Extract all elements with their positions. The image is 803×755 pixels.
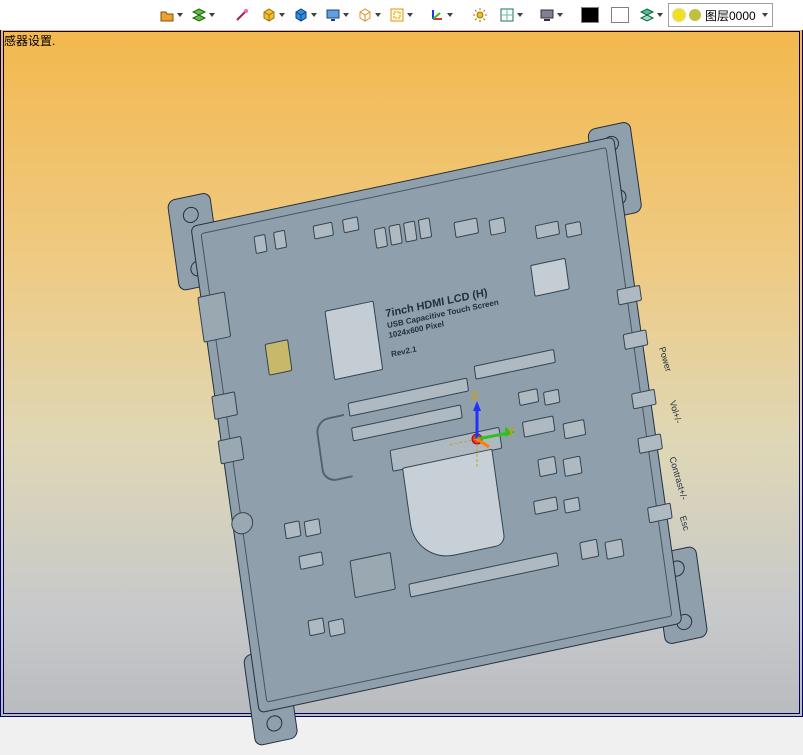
sun-icon (472, 7, 488, 23)
tact-switch (631, 389, 657, 410)
chevron-down-icon (177, 12, 183, 18)
axis-gizmo-svg (437, 399, 517, 479)
axis-gizmo[interactable]: Y Z (437, 399, 517, 479)
smd (388, 223, 403, 245)
screen-button[interactable] (322, 3, 352, 27)
smd (533, 496, 558, 515)
display-button[interactable] (536, 3, 566, 27)
smd (298, 551, 323, 570)
layers-icon (191, 7, 207, 23)
smd (537, 456, 557, 478)
smd (604, 538, 624, 560)
box-yellow-icon (261, 7, 277, 23)
smd (313, 222, 335, 240)
layer-picker[interactable]: 图层0000 (668, 3, 773, 27)
pin-header (474, 349, 556, 380)
smd (543, 389, 561, 406)
display-icon (539, 7, 555, 23)
header (265, 339, 293, 376)
smd (304, 518, 322, 537)
material-icon (639, 7, 655, 23)
smd (307, 617, 325, 636)
chevron-down-icon (447, 12, 453, 18)
select-box-button[interactable] (386, 3, 416, 27)
main-ic (324, 301, 383, 381)
grid-icon (499, 7, 515, 23)
material-button[interactable] (636, 3, 666, 27)
usb-connector-2 (218, 436, 245, 465)
swatch-black (581, 7, 599, 23)
tact-switch (616, 285, 642, 306)
smd (374, 227, 389, 249)
smd (328, 618, 346, 637)
smd (253, 234, 267, 254)
bottom-connector (349, 552, 395, 598)
smd (563, 497, 581, 514)
smd (522, 415, 556, 438)
smd (562, 455, 582, 477)
chevron-down-icon (343, 12, 349, 18)
cable (315, 414, 353, 484)
main-toolbar: 图层0000 (0, 0, 803, 30)
smd (284, 520, 302, 539)
smd (418, 217, 433, 239)
color-black-button[interactable] (576, 3, 604, 27)
smd (488, 217, 506, 236)
viewport-3d[interactable]: 7inch HDMI LCD (H) USB Capacitive Touch … (0, 28, 803, 717)
wand-button[interactable] (228, 3, 256, 27)
layer-label: 图层0000 (705, 7, 756, 24)
smd (565, 221, 583, 238)
axis-y-label: Y (507, 425, 515, 439)
open-button[interactable] (156, 3, 186, 27)
open-icon (159, 7, 175, 23)
box-blue-icon (293, 7, 309, 23)
wireframe-button[interactable] (354, 3, 384, 27)
select-box-icon (389, 7, 405, 23)
ucs-button[interactable] (426, 3, 456, 27)
screen-icon (325, 7, 341, 23)
smd (453, 217, 479, 238)
smd (562, 419, 586, 439)
chevron-down-icon (557, 12, 563, 18)
chevron-down-icon (762, 12, 768, 18)
color-white-button[interactable] (606, 3, 634, 27)
usb-connector-1 (211, 391, 238, 420)
chevron-down-icon (279, 12, 285, 18)
wand-icon (234, 7, 250, 23)
smd (342, 216, 360, 233)
smd (579, 539, 599, 561)
cube-blue-button[interactable] (290, 3, 320, 27)
chevron-down-icon (375, 12, 381, 18)
ic (530, 258, 570, 297)
corner-text: 感器设置. (0, 30, 59, 51)
tact-switch (623, 329, 649, 350)
ucs-icon (429, 7, 445, 23)
chevron-down-icon (657, 12, 663, 18)
smd (535, 220, 560, 239)
chevron-down-icon (517, 12, 523, 18)
audio-jack (230, 510, 255, 536)
chevron-down-icon (311, 12, 317, 18)
axis-z-label: Z (471, 389, 478, 403)
layers-button[interactable] (188, 3, 218, 27)
tact-switch (637, 433, 663, 454)
pcb-model[interactable]: 7inch HDMI LCD (H) USB Capacitive Touch … (167, 103, 706, 755)
chevron-down-icon (407, 12, 413, 18)
smd (403, 220, 418, 242)
bulb-on-icon (673, 9, 685, 21)
grid-button[interactable] (496, 3, 526, 27)
smd (518, 388, 540, 406)
bulb-off-icon (689, 9, 701, 21)
pin-header (408, 552, 559, 598)
chevron-down-icon (209, 12, 215, 18)
wireframe-icon (357, 7, 373, 23)
tact-switch (647, 503, 673, 524)
hdmi-connector (197, 291, 231, 342)
silk-rev: Rev2.1 (391, 345, 418, 359)
cube-yellow-button[interactable] (258, 3, 288, 27)
light-button[interactable] (466, 3, 494, 27)
swatch-white (611, 7, 629, 23)
smd (273, 230, 287, 250)
